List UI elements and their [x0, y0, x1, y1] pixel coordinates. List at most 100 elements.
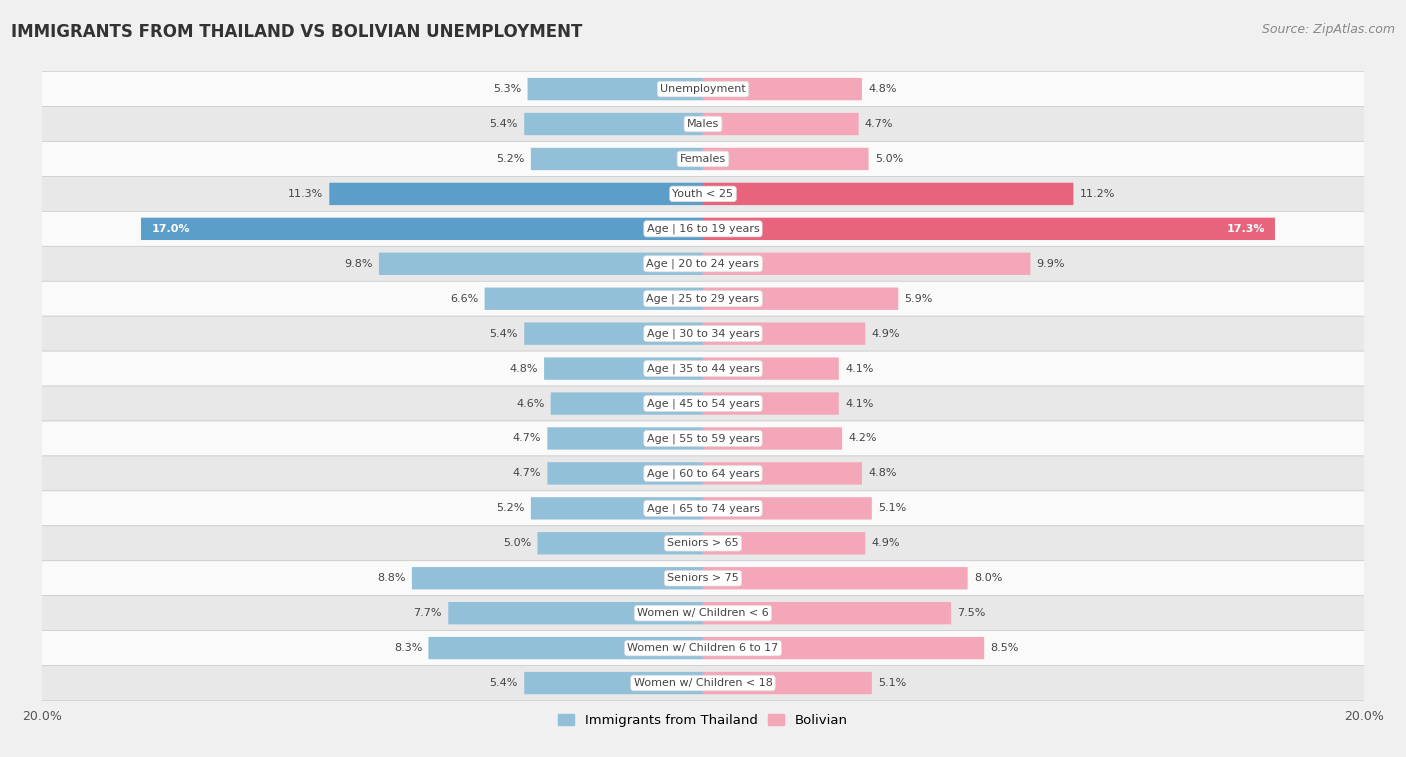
Text: 5.1%: 5.1%: [879, 503, 907, 513]
FancyBboxPatch shape: [485, 288, 703, 310]
FancyBboxPatch shape: [544, 357, 703, 380]
FancyBboxPatch shape: [547, 463, 703, 484]
FancyBboxPatch shape: [42, 246, 1364, 282]
Text: Youth < 25: Youth < 25: [672, 189, 734, 199]
Text: Females: Females: [681, 154, 725, 164]
FancyBboxPatch shape: [42, 631, 1364, 665]
Text: Age | 35 to 44 years: Age | 35 to 44 years: [647, 363, 759, 374]
FancyBboxPatch shape: [703, 113, 859, 136]
FancyBboxPatch shape: [703, 672, 872, 694]
Text: 4.8%: 4.8%: [868, 469, 897, 478]
Text: Unemployment: Unemployment: [661, 84, 745, 94]
FancyBboxPatch shape: [141, 218, 703, 240]
Text: 17.0%: 17.0%: [152, 224, 190, 234]
Text: 6.6%: 6.6%: [450, 294, 478, 304]
Text: Women w/ Children < 18: Women w/ Children < 18: [634, 678, 772, 688]
FancyBboxPatch shape: [703, 288, 898, 310]
FancyBboxPatch shape: [42, 176, 1364, 211]
FancyBboxPatch shape: [527, 78, 703, 100]
Text: 4.2%: 4.2%: [848, 434, 877, 444]
Legend: Immigrants from Thailand, Bolivian: Immigrants from Thailand, Bolivian: [553, 709, 853, 732]
Text: Seniors > 65: Seniors > 65: [668, 538, 738, 548]
Text: 4.7%: 4.7%: [865, 119, 893, 129]
FancyBboxPatch shape: [42, 142, 1364, 176]
FancyBboxPatch shape: [42, 282, 1364, 316]
FancyBboxPatch shape: [329, 182, 703, 205]
FancyBboxPatch shape: [42, 456, 1364, 491]
FancyBboxPatch shape: [42, 351, 1364, 386]
FancyBboxPatch shape: [42, 211, 1364, 246]
Text: Seniors > 75: Seniors > 75: [666, 573, 740, 583]
Text: 5.4%: 5.4%: [489, 119, 517, 129]
Text: Source: ZipAtlas.com: Source: ZipAtlas.com: [1261, 23, 1395, 36]
Text: 9.9%: 9.9%: [1036, 259, 1066, 269]
Text: 8.3%: 8.3%: [394, 643, 422, 653]
Text: 8.0%: 8.0%: [974, 573, 1002, 583]
FancyBboxPatch shape: [537, 532, 703, 554]
FancyBboxPatch shape: [703, 78, 862, 100]
FancyBboxPatch shape: [531, 148, 703, 170]
FancyBboxPatch shape: [703, 567, 967, 590]
Text: 5.0%: 5.0%: [875, 154, 903, 164]
Text: 8.8%: 8.8%: [377, 573, 405, 583]
FancyBboxPatch shape: [42, 72, 1364, 107]
Text: Age | 60 to 64 years: Age | 60 to 64 years: [647, 468, 759, 478]
FancyBboxPatch shape: [531, 497, 703, 519]
FancyBboxPatch shape: [429, 637, 703, 659]
FancyBboxPatch shape: [551, 392, 703, 415]
Text: Males: Males: [688, 119, 718, 129]
FancyBboxPatch shape: [524, 113, 703, 136]
Text: 4.8%: 4.8%: [509, 363, 537, 374]
Text: 5.4%: 5.4%: [489, 329, 517, 338]
FancyBboxPatch shape: [42, 107, 1364, 142]
FancyBboxPatch shape: [703, 357, 839, 380]
Text: 4.8%: 4.8%: [868, 84, 897, 94]
Text: 11.2%: 11.2%: [1080, 189, 1115, 199]
FancyBboxPatch shape: [524, 322, 703, 345]
Text: Age | 20 to 24 years: Age | 20 to 24 years: [647, 259, 759, 269]
FancyBboxPatch shape: [42, 491, 1364, 526]
FancyBboxPatch shape: [703, 602, 950, 625]
FancyBboxPatch shape: [703, 427, 842, 450]
FancyBboxPatch shape: [42, 561, 1364, 596]
FancyBboxPatch shape: [378, 253, 703, 275]
Text: Women w/ Children 6 to 17: Women w/ Children 6 to 17: [627, 643, 779, 653]
Text: 5.0%: 5.0%: [503, 538, 531, 548]
Text: 8.5%: 8.5%: [990, 643, 1019, 653]
Text: Age | 16 to 19 years: Age | 16 to 19 years: [647, 223, 759, 234]
FancyBboxPatch shape: [703, 463, 862, 484]
Text: Age | 25 to 29 years: Age | 25 to 29 years: [647, 294, 759, 304]
Text: Age | 65 to 74 years: Age | 65 to 74 years: [647, 503, 759, 513]
FancyBboxPatch shape: [703, 637, 984, 659]
Text: 17.3%: 17.3%: [1226, 224, 1264, 234]
Text: Age | 30 to 34 years: Age | 30 to 34 years: [647, 329, 759, 339]
Text: 5.2%: 5.2%: [496, 154, 524, 164]
Text: 4.9%: 4.9%: [872, 329, 900, 338]
FancyBboxPatch shape: [703, 148, 869, 170]
Text: 7.5%: 7.5%: [957, 608, 986, 618]
Text: 7.7%: 7.7%: [413, 608, 441, 618]
FancyBboxPatch shape: [703, 253, 1031, 275]
Text: 5.9%: 5.9%: [904, 294, 934, 304]
Text: IMMIGRANTS FROM THAILAND VS BOLIVIAN UNEMPLOYMENT: IMMIGRANTS FROM THAILAND VS BOLIVIAN UNE…: [11, 23, 582, 41]
FancyBboxPatch shape: [42, 526, 1364, 561]
Text: 4.7%: 4.7%: [513, 469, 541, 478]
Text: 4.1%: 4.1%: [845, 398, 873, 409]
FancyBboxPatch shape: [42, 421, 1364, 456]
FancyBboxPatch shape: [42, 665, 1364, 700]
Text: 4.1%: 4.1%: [845, 363, 873, 374]
FancyBboxPatch shape: [703, 497, 872, 519]
FancyBboxPatch shape: [412, 567, 703, 590]
Text: 4.9%: 4.9%: [872, 538, 900, 548]
FancyBboxPatch shape: [703, 392, 839, 415]
FancyBboxPatch shape: [524, 672, 703, 694]
FancyBboxPatch shape: [703, 182, 1073, 205]
Text: 4.7%: 4.7%: [513, 434, 541, 444]
Text: 11.3%: 11.3%: [288, 189, 323, 199]
FancyBboxPatch shape: [703, 532, 865, 554]
Text: Age | 45 to 54 years: Age | 45 to 54 years: [647, 398, 759, 409]
FancyBboxPatch shape: [42, 316, 1364, 351]
Text: 5.1%: 5.1%: [879, 678, 907, 688]
Text: 9.8%: 9.8%: [344, 259, 373, 269]
FancyBboxPatch shape: [703, 218, 1275, 240]
